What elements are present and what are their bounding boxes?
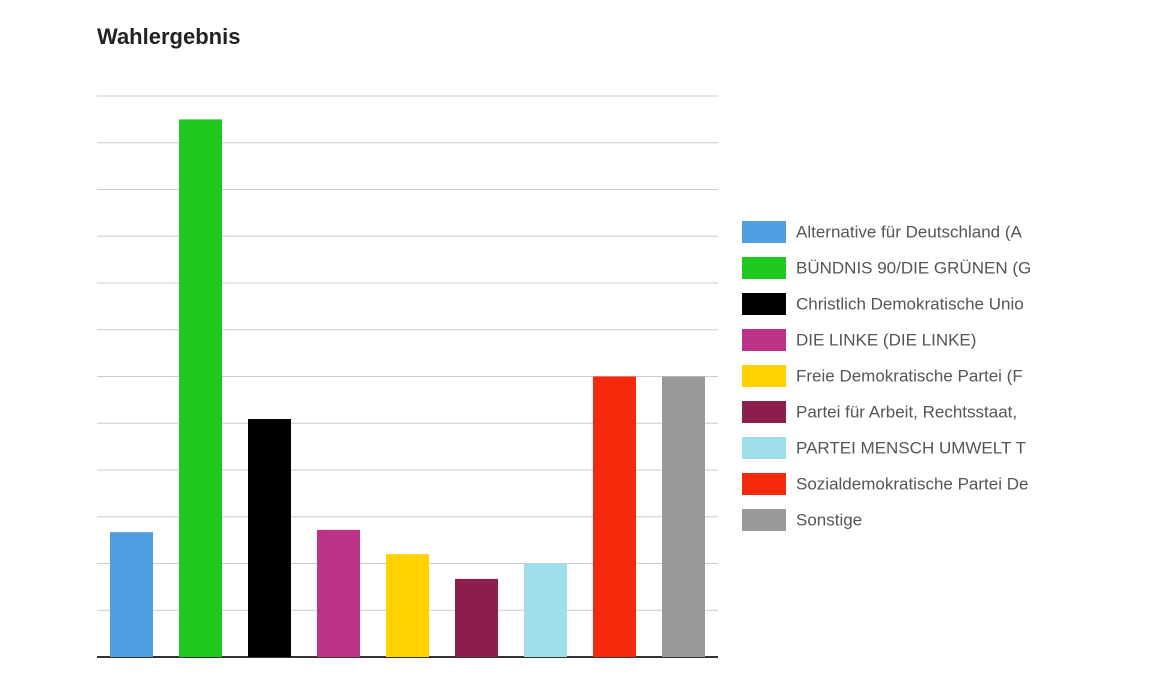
bar — [593, 376, 636, 657]
legend-label: PARTEI MENSCH UMWELT T — [796, 438, 1026, 457]
bar — [455, 578, 498, 657]
legend-label: BÜNDNIS 90/DIE GRÜNEN (G — [796, 258, 1031, 277]
bar — [386, 554, 429, 657]
bar — [248, 419, 291, 657]
legend-label: Partei für Arbeit, Rechtsstaat, — [796, 402, 1017, 421]
legend-label: Sonstige — [796, 510, 862, 529]
legend-swatch — [742, 437, 786, 459]
bar — [662, 376, 705, 657]
legend-label: Christlich Demokratische Unio — [796, 294, 1024, 313]
legend-swatch — [742, 401, 786, 423]
legend-swatch — [742, 293, 786, 315]
bar — [524, 563, 567, 657]
legend-swatch — [742, 365, 786, 387]
legend-swatch — [742, 329, 786, 351]
legend-label: Alternative für Deutschland (A — [796, 222, 1022, 241]
legend-swatch — [742, 473, 786, 495]
bar — [317, 529, 360, 657]
legend-label: Freie Demokratische Partei (F — [796, 366, 1023, 385]
legend-swatch — [742, 257, 786, 279]
bar — [110, 532, 153, 657]
legend-label: DIE LINKE (DIE LINKE) — [796, 330, 976, 349]
legend: Alternative für Deutschland (A BÜNDNIS 90… — [742, 221, 1031, 531]
legend-swatch — [742, 221, 786, 243]
legend-swatch — [742, 509, 786, 531]
bar — [179, 119, 222, 657]
legend-label: Sozialdemokratische Partei De — [796, 474, 1028, 493]
chart-title: Wahlergebnis — [97, 24, 240, 49]
